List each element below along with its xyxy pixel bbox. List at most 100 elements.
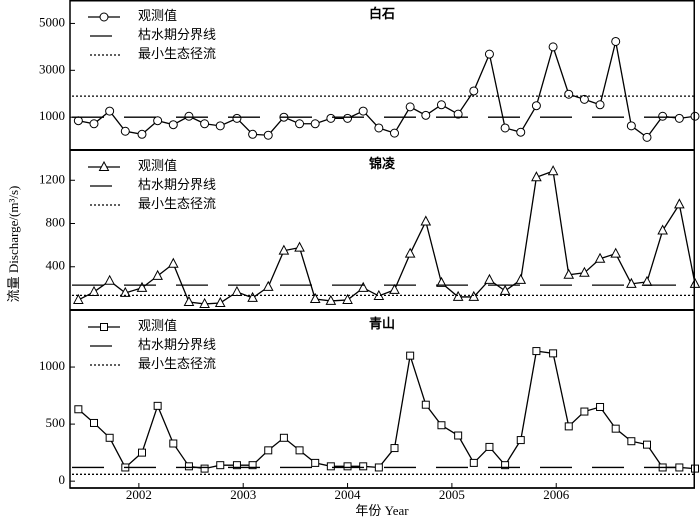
data-point (342, 293, 353, 304)
data-point (547, 165, 559, 176)
data-point (247, 291, 258, 302)
plot-frame (69, 0, 695, 489)
data-point (153, 116, 163, 126)
data-point (563, 268, 575, 279)
data-point (169, 439, 178, 448)
data-point (436, 100, 446, 110)
panel-title: 白石 (369, 6, 395, 21)
data-point (232, 113, 242, 123)
data-point (326, 462, 335, 471)
data-point (469, 86, 479, 96)
data-point (248, 129, 258, 139)
data-point (658, 111, 668, 121)
panel-title: 锦凌 (369, 156, 396, 171)
data-point (183, 295, 195, 306)
x-tick-label: 2004 (335, 487, 362, 502)
data-point (231, 285, 243, 296)
x-tick-label: 2006 (543, 487, 570, 502)
data-point (357, 281, 369, 292)
legend-label: 最小生态径流 (138, 46, 216, 61)
data-point (626, 277, 637, 288)
legend-marker (100, 323, 108, 331)
data-point (499, 284, 511, 295)
data-point (564, 422, 573, 431)
data-point (627, 437, 636, 446)
data-point (594, 252, 606, 263)
data-point (295, 446, 304, 455)
data-point (295, 119, 305, 129)
data-point (485, 442, 494, 451)
data-point (137, 448, 146, 457)
data-point (309, 292, 321, 303)
data-line (78, 41, 696, 139)
data-point (136, 281, 148, 292)
data-point (248, 461, 257, 470)
data-point (564, 89, 574, 99)
data-point (104, 274, 115, 285)
x-axis-label: 年份 Year (355, 503, 409, 518)
data-point (404, 247, 416, 258)
data-point (88, 285, 100, 296)
data-point (389, 283, 400, 294)
data-point (374, 123, 384, 133)
data-point (119, 286, 131, 297)
data-point (674, 198, 685, 209)
data-point (279, 433, 288, 442)
legend-marker (98, 160, 110, 171)
data-point (611, 36, 621, 46)
y-axis-label: 流量 Discharge/(m³/s) (6, 186, 21, 303)
data-point (73, 293, 84, 304)
data-point (437, 421, 446, 430)
data-point (359, 462, 368, 471)
data-point (531, 171, 542, 182)
data-point (501, 461, 510, 470)
y-tick-label: 500 (46, 415, 66, 430)
y-tick-label: 5000 (39, 14, 65, 29)
data-point (643, 440, 652, 449)
data-point (294, 241, 305, 252)
x-tick-label: 2003 (230, 487, 256, 502)
y-tick-label: 1200 (39, 171, 65, 186)
data-point (73, 116, 83, 126)
data-point (595, 100, 605, 110)
data-point (232, 461, 241, 470)
data-point (532, 347, 541, 356)
data-point (153, 401, 162, 410)
data-point (264, 446, 273, 455)
data-point (515, 273, 527, 284)
data-point (184, 111, 194, 121)
y-tick-label: 0 (59, 472, 66, 487)
data-point (484, 273, 495, 284)
data-point (579, 266, 590, 277)
data-point (516, 127, 526, 137)
data-point (580, 407, 589, 416)
data-point (549, 349, 558, 358)
data-point (152, 269, 163, 280)
data-point (214, 296, 226, 307)
data-point (216, 461, 225, 470)
data-point (531, 101, 541, 111)
legend-marker (99, 12, 109, 22)
data-point (641, 275, 653, 286)
data-line (77, 350, 696, 470)
data-point (453, 109, 463, 119)
data-point (105, 106, 115, 116)
data-point (436, 276, 447, 287)
legend-label: 枯水期分界线 (138, 177, 216, 192)
data-point (421, 400, 430, 409)
data-point (421, 110, 431, 120)
data-point (610, 247, 622, 258)
data-point (89, 119, 99, 129)
legend-label: 观测值 (138, 158, 177, 173)
data-point (184, 462, 193, 471)
data-point (389, 128, 399, 138)
data-point (500, 123, 510, 133)
data-point (167, 257, 179, 268)
data-point (405, 102, 415, 112)
data-point (168, 120, 178, 130)
data-point (579, 94, 589, 104)
data-point (548, 42, 558, 52)
data-point (105, 433, 114, 442)
data-point (74, 405, 83, 414)
